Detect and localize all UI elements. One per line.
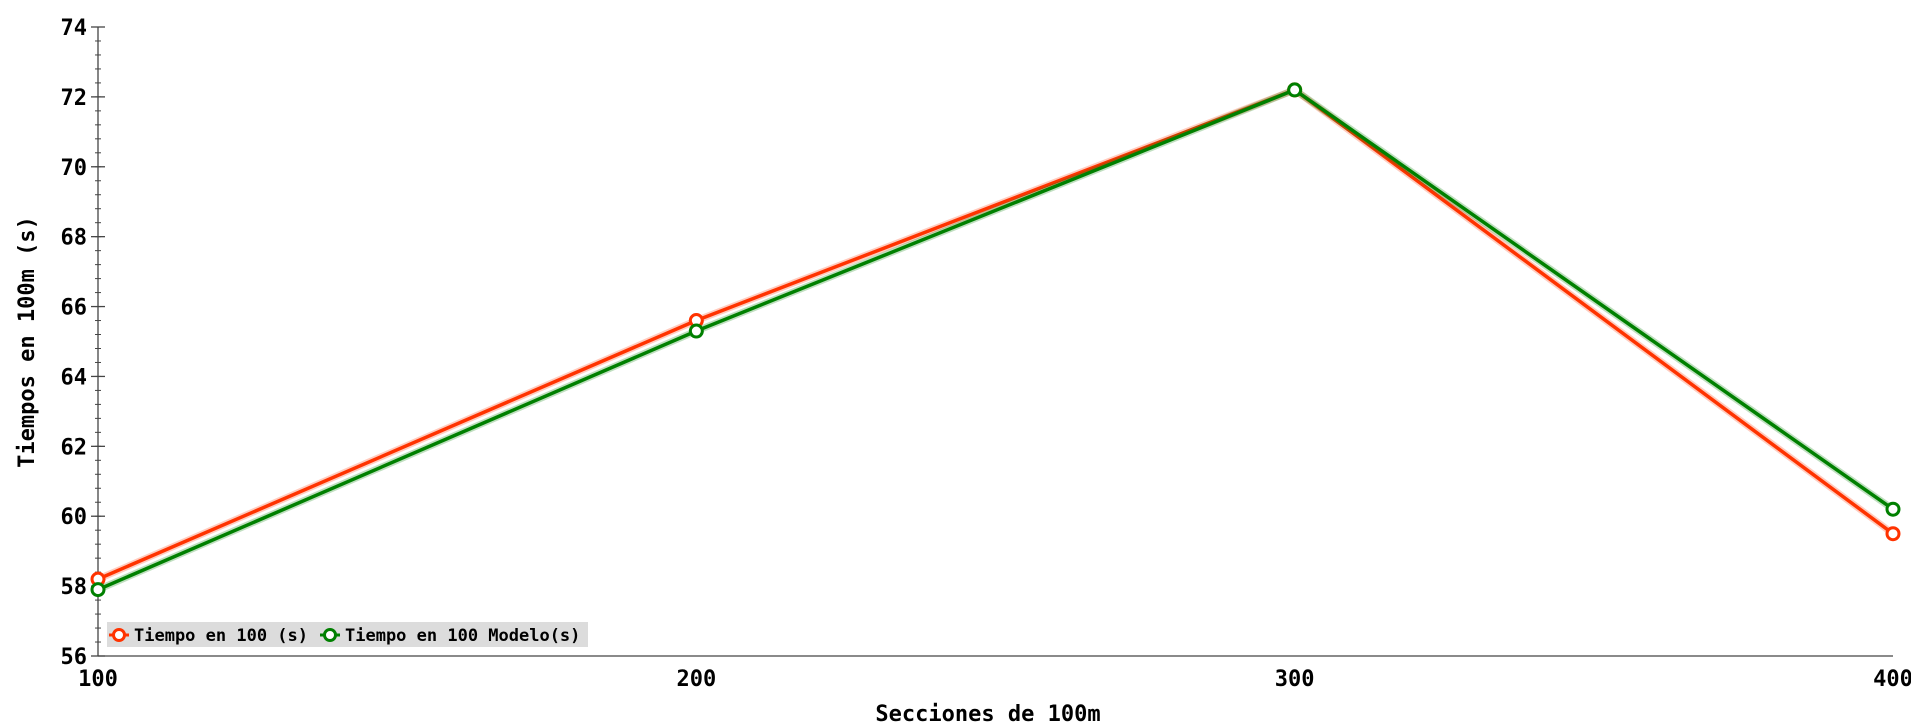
series-layer [90, 82, 1901, 598]
legend-swatch-marker [112, 628, 126, 642]
x-tick-label: 200 [676, 667, 716, 692]
data-point [688, 323, 704, 339]
legend-swatch-marker [323, 628, 337, 642]
y-axis-title: Tiempos en 100m (s) [15, 216, 40, 468]
data-point [90, 582, 106, 598]
y-tick-label: 72 [61, 86, 88, 111]
x-axis-title: Secciones de 100m [875, 702, 1100, 724]
y-tick-label: 56 [61, 645, 88, 670]
series-line-halo [96, 86, 1896, 593]
legend-background [107, 622, 588, 647]
y-tick-label: 70 [61, 156, 88, 181]
y-tick-label: 74 [61, 16, 88, 41]
legend-label: Tiempo en 100 Modelo(s) [345, 626, 580, 646]
x-tick-label: 300 [1275, 667, 1315, 692]
legend: Tiempo en 100 (s) Tiempo en 100 Modelo(s… [107, 622, 588, 647]
y-tick-label: 60 [61, 505, 88, 530]
series-line [97, 88, 1895, 581]
y-tick-label: 58 [61, 575, 88, 600]
x-tick-label: 400 [1873, 667, 1911, 692]
legend-label: Tiempo en 100 (s) [134, 626, 308, 646]
data-point [1885, 526, 1901, 542]
data-point [1885, 501, 1901, 517]
x-axis-tick-labels: 100 200 300 400 [78, 667, 1911, 692]
x-tick-label: 100 [78, 667, 118, 692]
y-tick-label: 64 [61, 365, 88, 390]
data-point [1287, 82, 1303, 98]
y-tick-label: 62 [61, 435, 88, 460]
series-line [97, 88, 1895, 592]
legend-item-tiempo: Tiempo en 100 (s) [109, 626, 308, 646]
legend-item-tiempo-modelo: Tiempo en 100 Modelo(s) [320, 626, 580, 646]
y-tick-label: 66 [61, 296, 88, 321]
series-1 [90, 82, 1901, 587]
y-axis-tick-labels: 56 58 60 62 64 66 68 70 72 74 [61, 16, 88, 670]
series-2 [90, 82, 1901, 598]
y-tick-label: 68 [61, 226, 88, 251]
